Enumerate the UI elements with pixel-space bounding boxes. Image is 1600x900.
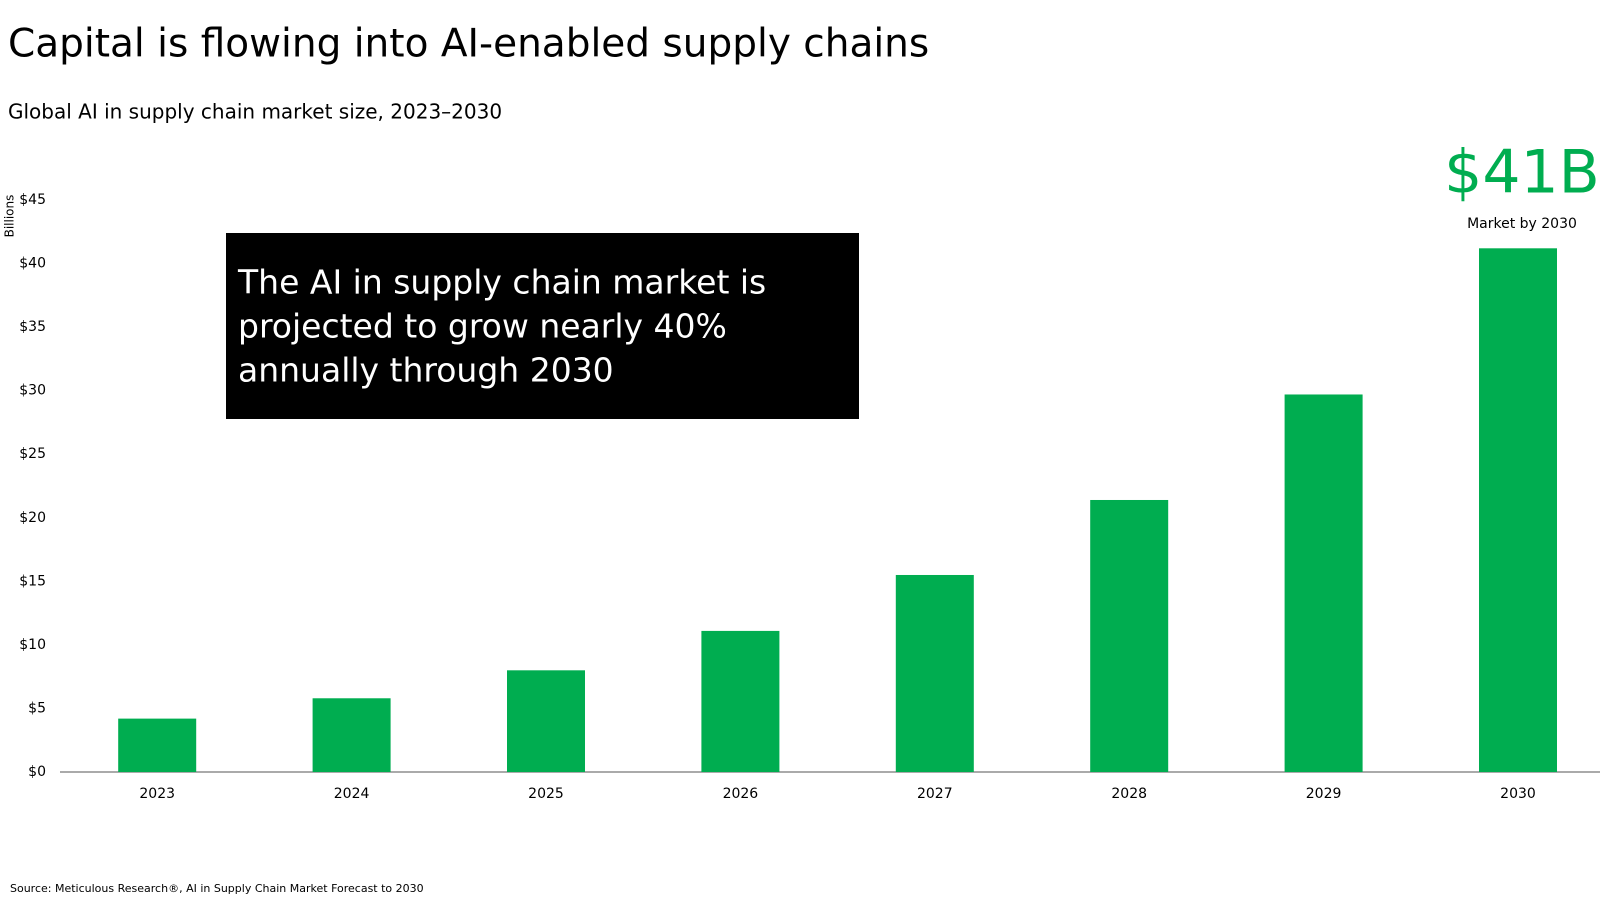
chart-subtitle: Global AI in supply chain market size, 2… bbox=[8, 100, 502, 124]
annotation-line: The AI in supply chain market is bbox=[237, 263, 766, 302]
bar bbox=[312, 698, 391, 772]
y-tick-label: $25 bbox=[19, 446, 46, 462]
annotation-line: annually through 2030 bbox=[238, 351, 614, 390]
bar bbox=[118, 718, 197, 772]
y-tick-label: $35 bbox=[19, 319, 46, 335]
annotation-box bbox=[226, 233, 859, 419]
x-tick-label: 2029 bbox=[1306, 786, 1342, 802]
chart-title: Capital is flowing into AI-enabled suppl… bbox=[8, 22, 929, 67]
x-tick-label: 2028 bbox=[1111, 786, 1147, 802]
callout-value: $41B bbox=[1444, 138, 1600, 208]
x-tick-label: 2025 bbox=[528, 786, 564, 802]
x-tick-label: 2023 bbox=[139, 786, 175, 802]
callout-label: Market by 2030 bbox=[1467, 216, 1577, 232]
bar bbox=[1284, 394, 1363, 772]
source-note: Source: Meticulous Research®, AI in Supp… bbox=[10, 882, 424, 895]
bar bbox=[507, 670, 585, 772]
y-tick-label: $10 bbox=[19, 637, 46, 653]
x-tick-label: 2026 bbox=[723, 786, 759, 802]
annotation-line: projected to grow nearly 40% bbox=[238, 307, 727, 346]
bar bbox=[701, 630, 780, 772]
bar bbox=[1479, 248, 1557, 772]
y-axis-label: Billions bbox=[3, 195, 17, 238]
y-tick-label: $20 bbox=[19, 510, 46, 526]
y-tick-label: $45 bbox=[19, 192, 46, 208]
bar bbox=[895, 574, 974, 772]
x-tick-label: 2027 bbox=[917, 786, 953, 802]
y-tick-label: $0 bbox=[28, 764, 46, 780]
y-tick-label: $40 bbox=[19, 256, 46, 272]
y-tick-label: $5 bbox=[28, 700, 46, 716]
bar bbox=[1090, 499, 1169, 772]
x-tick-label: 2024 bbox=[334, 786, 370, 802]
x-tick-label: 2030 bbox=[1500, 786, 1536, 802]
y-tick-label: $15 bbox=[19, 573, 46, 589]
y-tick-label: $30 bbox=[19, 383, 46, 399]
